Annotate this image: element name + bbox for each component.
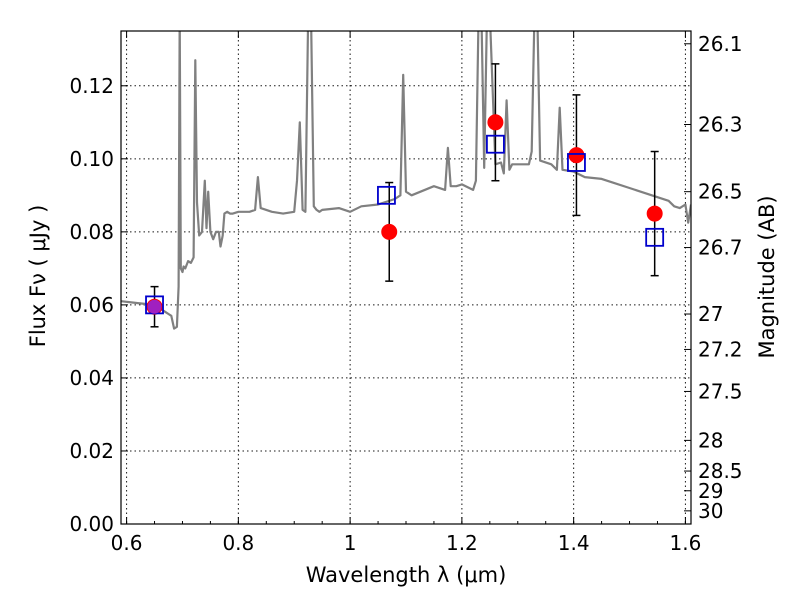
mag-tick-label: 30: [698, 499, 723, 523]
model-spectrum-layer: [121, 31, 691, 330]
mag-tick-label: 28.5: [698, 459, 743, 483]
mag-tick-label: 26.7: [698, 236, 743, 260]
y-tick-label: 0.08: [69, 220, 114, 244]
model-band-square: [567, 153, 586, 172]
model-band-square: [486, 134, 505, 154]
mag-tick-label: 26.5: [698, 180, 743, 204]
overlap-point: [147, 299, 162, 314]
x-tick-label: 1.6: [670, 531, 702, 555]
y-tick-label: 0.02: [69, 439, 114, 463]
x-tick-label: 0.8: [222, 531, 254, 555]
mag-tick-label: 26.1: [698, 32, 743, 56]
grid-lines: [121, 31, 691, 524]
mag-tick-label: 27.2: [698, 337, 743, 361]
x-axis-label: Wavelength λ (μm): [306, 563, 507, 587]
mag-tick-label: 26.3: [698, 112, 743, 136]
observed-point: [381, 223, 398, 240]
x-tick-label: 0.6: [111, 531, 143, 555]
observed-point: [487, 114, 504, 131]
model-band-square: [645, 227, 665, 247]
mag-tick-label: 27: [698, 302, 723, 326]
x-tick-label: 1.4: [558, 531, 590, 555]
mag-tick-label: 27.5: [698, 379, 743, 403]
y-tick-label: 0.04: [69, 366, 114, 390]
y-tick-label: 0.10: [69, 147, 114, 171]
mag-tick-label: 28: [698, 428, 723, 452]
plot-frame: [120, 30, 692, 525]
ticks-layer: [121, 31, 691, 525]
y-tick-label: 0.00: [69, 512, 114, 536]
y-axis-label: Flux Fν ( μJy ): [26, 205, 50, 348]
mag-tick-label: 29: [698, 479, 723, 503]
labels-layer: 0.6 0.8 1 1.2 1.4 1.6 0.00 0.02 0.04 0.06 0.08 0.10…: [69, 32, 742, 555]
observed-point: [568, 147, 585, 164]
y-tick-label: 0.12: [69, 74, 114, 98]
model-spectrum-line: [121, 31, 691, 330]
y-tick-label: 0.06: [69, 293, 114, 317]
right-axis-label: Magnitude (AB): [755, 195, 779, 358]
observed-point: [646, 205, 663, 222]
points-layer: [145, 114, 665, 315]
x-tick-label: 1: [344, 531, 357, 555]
model-band-square: [377, 185, 396, 205]
x-tick-label: 1.2: [446, 531, 478, 555]
